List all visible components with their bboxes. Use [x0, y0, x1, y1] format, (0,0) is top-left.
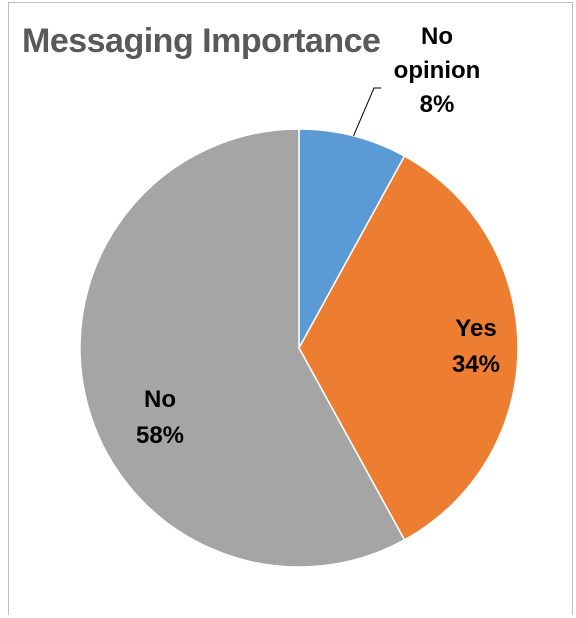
slice-label-line: 8%	[420, 91, 455, 118]
slice-label-line: Yes	[455, 315, 496, 342]
slice-label-yes: Yes 34%	[452, 315, 500, 378]
slice-labels: No opinion 8% Yes 34% No 58%	[136, 23, 500, 449]
pie-slices	[79, 128, 519, 568]
chart-title: Messaging Importance	[22, 22, 381, 60]
pie-slice-no-opinion	[298, 128, 406, 349]
slice-label-no: No 58%	[136, 386, 184, 449]
slice-label-line: No	[144, 386, 176, 413]
leader-line-no-opinion	[353, 87, 381, 137]
slice-label-line: 58%	[136, 422, 184, 449]
chart-border	[8, 2, 573, 615]
slice-label-line: opinion	[394, 57, 481, 84]
slice-label-line: 34%	[452, 351, 500, 378]
pie-slice-yes	[298, 155, 519, 541]
slice-label-no-opinion: No opinion 8%	[394, 23, 481, 118]
leader-lines	[353, 87, 381, 137]
slice-label-line: No	[421, 23, 453, 50]
pie-slice-no	[79, 128, 406, 568]
